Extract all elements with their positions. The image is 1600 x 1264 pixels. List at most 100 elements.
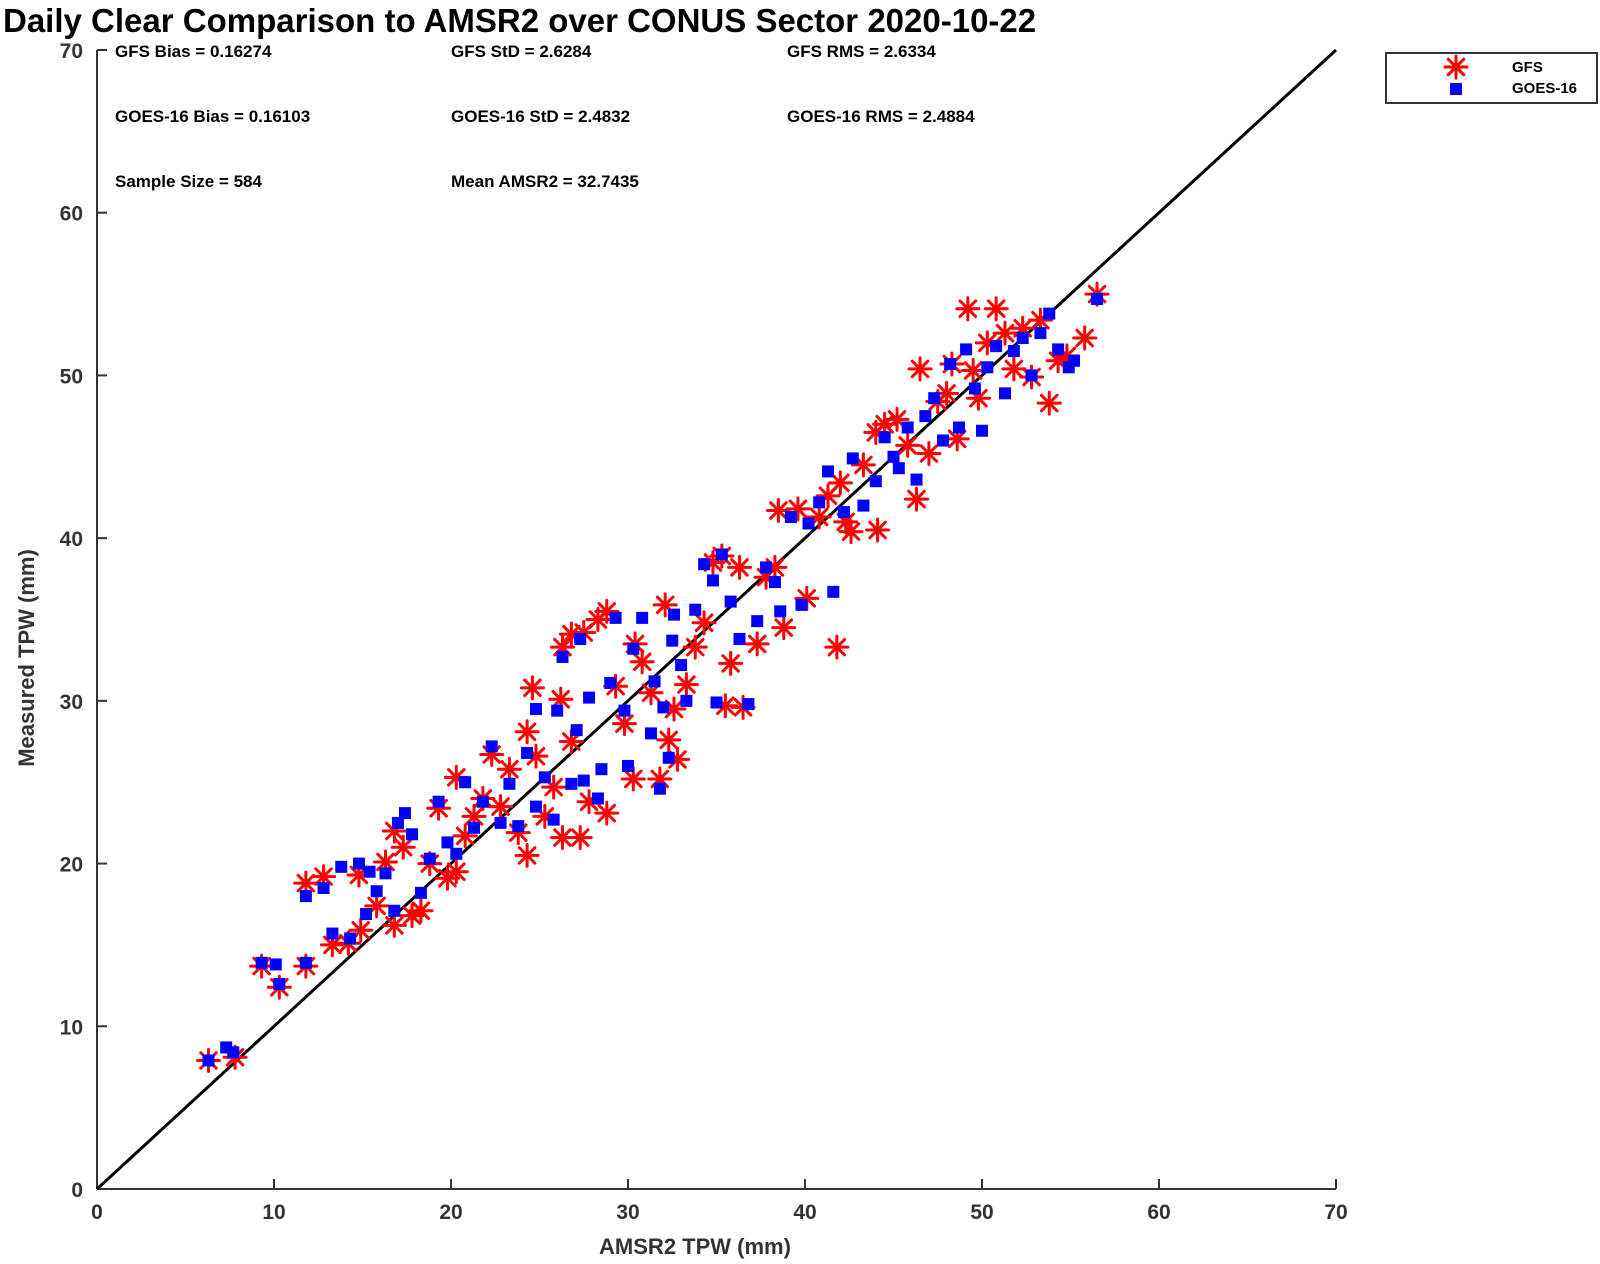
goes16-point — [1016, 332, 1029, 345]
chart-title: Daily Clear Comparison to AMSR2 over CON… — [3, 2, 1036, 39]
x-tick-label: 30 — [616, 1201, 639, 1224]
goes16-point — [976, 424, 988, 437]
gfs-point — [519, 675, 545, 701]
goes16-point — [760, 561, 773, 574]
gfs-point — [514, 719, 540, 745]
goes16-point — [1068, 354, 1081, 367]
goes16-point — [583, 691, 596, 704]
gfs-point — [960, 358, 986, 384]
gfs-point — [904, 486, 930, 512]
goes16-point — [857, 499, 870, 512]
legend: GFS GOES-16 — [1385, 52, 1598, 104]
goes16-point — [733, 633, 746, 646]
goes16-point — [591, 792, 604, 805]
stat-text: Sample Size = 584 — [115, 172, 262, 191]
gfs-point — [443, 859, 469, 885]
goes16-point — [423, 852, 436, 865]
gfs-point — [496, 756, 522, 782]
gfs-point — [955, 296, 981, 322]
gfs-point — [827, 470, 853, 496]
goes16-point — [574, 633, 587, 646]
gfs-point — [992, 320, 1018, 346]
goes16-point — [928, 392, 941, 405]
goes16-point — [227, 1046, 240, 1059]
x-tick-label: 70 — [1324, 1201, 1347, 1224]
x-axis-label: AMSR2 TPW (mm) — [599, 1234, 791, 1259]
goes16-point — [662, 751, 675, 764]
goes16-point — [715, 548, 728, 561]
goes16-point — [802, 517, 815, 530]
goes16-point — [503, 777, 516, 790]
x-tick-label: 60 — [1147, 1201, 1170, 1224]
goes16-point — [468, 821, 481, 834]
goes16-point — [547, 813, 560, 826]
goes16-point — [774, 605, 787, 618]
gfs-point — [744, 631, 770, 657]
gfs-point — [514, 842, 540, 868]
goes16-point — [344, 932, 357, 945]
goes16-point — [645, 727, 658, 740]
goes16-point — [202, 1054, 215, 1067]
goes16-point — [742, 698, 755, 711]
legend-gfs-label: GFS — [1512, 59, 1543, 76]
stat-text: GOES-16 Bias = 0.16103 — [115, 107, 310, 126]
goes16-point — [529, 800, 542, 813]
goes16-point — [551, 704, 564, 717]
legend-goes16-marker — [1450, 83, 1462, 95]
x-tick-label: 50 — [970, 1201, 993, 1224]
gfs-point — [594, 800, 620, 826]
gfs-point — [895, 432, 921, 458]
gfs-point — [824, 634, 850, 660]
legend-gfs-asterisk — [1443, 54, 1469, 80]
goes16-point — [577, 774, 590, 787]
goes16-point — [795, 598, 808, 611]
goes16-point — [326, 927, 339, 940]
gfs-point — [1036, 390, 1062, 416]
goes16-point — [944, 358, 957, 371]
gfs-point — [865, 517, 891, 543]
goes16-point — [668, 608, 681, 621]
gfs-point — [718, 650, 744, 676]
goes16-point — [618, 704, 631, 717]
goes16-point — [556, 650, 569, 663]
x-tick-label: 20 — [439, 1201, 462, 1224]
goes16-point — [784, 510, 797, 523]
goes16-point — [360, 908, 373, 921]
goes16-point — [710, 696, 723, 709]
legend-gfs-marker — [1443, 54, 1469, 80]
goes16-point — [706, 574, 719, 587]
goes16-point — [255, 956, 268, 969]
gfs-point — [567, 825, 593, 851]
x-tick-label: 0 — [91, 1201, 103, 1224]
stat-text: GFS Bias = 0.16274 — [115, 42, 272, 61]
gfs-point — [765, 497, 791, 523]
goes16-point — [269, 958, 282, 971]
gfs-point — [691, 610, 717, 636]
y-tick-label: 0 — [71, 1179, 83, 1202]
goes16-point — [657, 701, 670, 714]
y-tick-label: 60 — [60, 203, 83, 226]
goes16-point — [1043, 307, 1056, 320]
goes16-point — [432, 795, 445, 808]
gfs-point — [399, 903, 425, 929]
goes16-point — [689, 603, 702, 616]
goes16-point — [494, 816, 507, 829]
legend-goes16-label: GOES-16 — [1512, 80, 1577, 97]
goes16-point — [273, 977, 286, 990]
gfs-point — [838, 519, 864, 545]
goes16-point — [521, 746, 534, 759]
gfs-point — [1001, 356, 1027, 382]
gfs-point — [656, 727, 682, 753]
y-tick-label: 40 — [60, 528, 83, 551]
stat-text: GFS StD = 2.6284 — [451, 42, 592, 61]
goes16-point — [299, 890, 312, 903]
y-tick-label: 70 — [60, 40, 83, 63]
y-tick-label: 20 — [60, 854, 83, 877]
gfs-point — [611, 711, 637, 737]
goes16-point — [968, 382, 981, 395]
goes16-point — [529, 702, 542, 715]
goes16-point — [317, 881, 330, 894]
goes16-point — [846, 452, 859, 465]
gfs-point — [548, 686, 574, 712]
goes16-point — [1025, 369, 1038, 382]
